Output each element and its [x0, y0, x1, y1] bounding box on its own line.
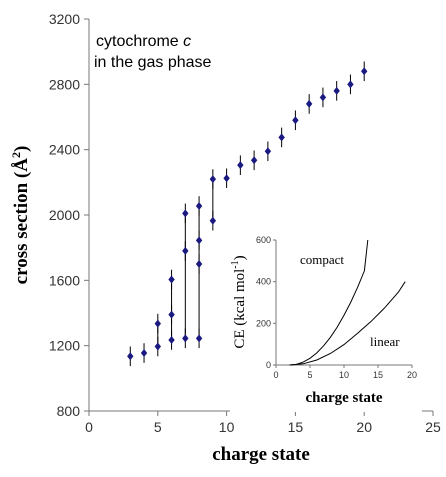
- inset-curve-compact: [289, 239, 369, 366]
- inset-y-axis-title-sup: -1: [230, 260, 241, 268]
- inset-x-axis-title: charge state: [305, 390, 382, 406]
- data-point: [195, 236, 203, 245]
- y-tick-label: 1600: [49, 272, 80, 288]
- inset-x-tick-label: 5: [307, 370, 312, 380]
- annotation-text: cytochrome: [96, 33, 179, 50]
- inset-y-axis-title-close: ): [232, 255, 248, 260]
- main-points: [127, 61, 368, 367]
- x-axis-title: charge state: [212, 444, 310, 465]
- x-tick-label: 15: [288, 419, 304, 435]
- data-point: [195, 334, 203, 343]
- data-point: [140, 349, 148, 358]
- data-point: [305, 99, 313, 108]
- inset-background: [230, 228, 422, 412]
- x-tick-label: 0: [85, 419, 93, 435]
- inset-curve-linear: [289, 281, 406, 366]
- y-tick-label: 800: [57, 403, 81, 419]
- data-point: [154, 342, 161, 351]
- inset-y-tick-label: 400: [256, 277, 271, 287]
- inset-y-axis-title: CE (kcal mol-1): [230, 255, 248, 348]
- data-point: [278, 133, 285, 142]
- y-axis-title: cross section (Å2): [9, 146, 32, 285]
- y-tick-label: 1200: [49, 338, 80, 354]
- x-tick-label: 20: [356, 419, 372, 435]
- y-axis-title-close: ): [11, 146, 32, 152]
- inset-x-tick-label: 0: [273, 370, 278, 380]
- inset-x-tick-label: 15: [373, 370, 383, 380]
- y-axis-title-sup: 2: [9, 152, 23, 158]
- data-point: [195, 202, 203, 211]
- chart-annotation-line1: cytochrome c: [96, 33, 191, 50]
- y-tick-label: 2000: [49, 207, 80, 223]
- x-tick-label: 25: [425, 419, 441, 435]
- inset-y-tick-label: 0: [266, 360, 271, 370]
- annotation-italic: c: [183, 33, 191, 50]
- data-point: [237, 161, 244, 170]
- data-point: [209, 216, 217, 225]
- inset-label-linear: linear: [370, 334, 400, 349]
- data-point: [292, 116, 299, 125]
- inset-y-tick-label: 200: [256, 318, 271, 328]
- x-tick-label: 10: [219, 419, 235, 435]
- data-point: [168, 310, 175, 319]
- inset-x-tick-label: 20: [407, 370, 417, 380]
- data-point: [333, 86, 340, 95]
- inset-label-compact: compact: [300, 252, 344, 267]
- y-tick-label: 2800: [49, 76, 80, 92]
- data-point: [264, 147, 272, 156]
- data-point: [250, 156, 258, 165]
- y-tick-label: 3200: [49, 11, 80, 27]
- chart-annotation-line2: in the gas phase: [94, 54, 212, 71]
- data-point: [361, 67, 368, 76]
- inset-curves: [289, 239, 406, 366]
- data-point: [127, 352, 134, 361]
- inset-y-axis-title-main: CE (kcal mol: [232, 269, 248, 349]
- data-point: [195, 260, 203, 268]
- data-point: [223, 174, 230, 183]
- data-point: [182, 209, 189, 218]
- data-point: [154, 319, 161, 328]
- inset-y-tick-label: 600: [256, 235, 271, 245]
- data-point: [168, 275, 175, 284]
- inset-x-tick-label: 10: [339, 370, 349, 380]
- data-point: [182, 246, 189, 255]
- data-point: [347, 80, 354, 89]
- data-point: [168, 335, 175, 344]
- y-tick-label: 2400: [49, 142, 80, 158]
- x-tick-label: 5: [154, 419, 162, 435]
- data-point: [319, 93, 327, 102]
- y-axis-title-main: cross section (Å: [11, 158, 32, 285]
- data-point: [182, 334, 189, 343]
- data-point: [209, 175, 217, 184]
